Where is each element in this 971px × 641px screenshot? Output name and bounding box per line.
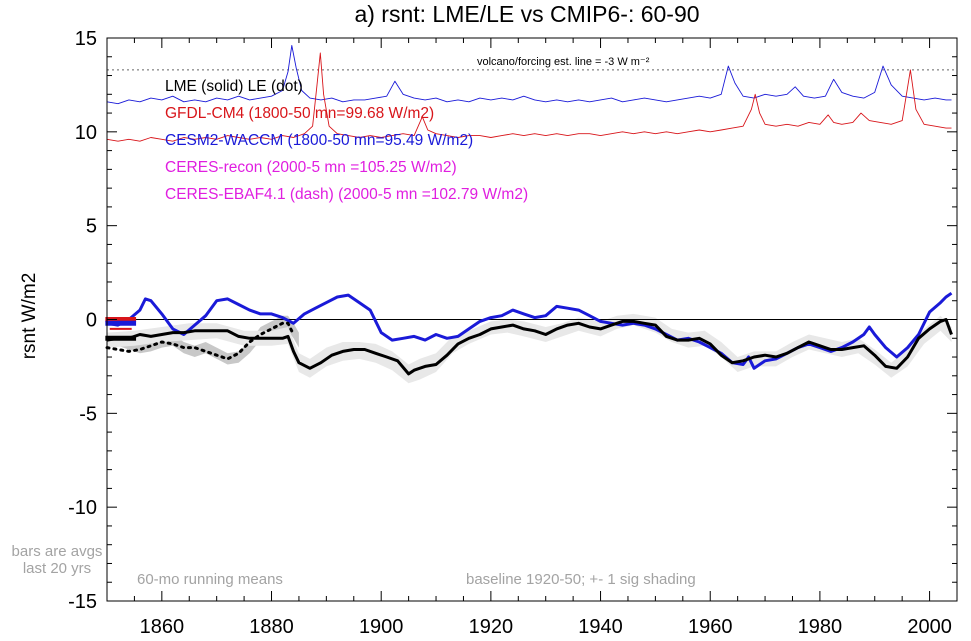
- x-tick-label: 1900: [359, 616, 404, 638]
- series-line-3: [106, 318, 953, 376]
- legend-entry: CERES-recon (2000-5 mn =105.25 W/m2): [165, 159, 457, 176]
- x-tick-label: 1980: [798, 616, 843, 638]
- x-tick-label: 1920: [469, 616, 514, 638]
- y-tick-label: 5: [86, 216, 97, 238]
- x-tick-label: 1960: [688, 616, 733, 638]
- legend: LME (solid) LE (dot) GFDL-CM4 (1800-50 mn…: [165, 78, 528, 203]
- band-1: [107, 313, 952, 384]
- y-tick-label: 15: [75, 28, 97, 50]
- x-tick-label: 1860: [140, 616, 185, 638]
- series-line-0: [106, 45, 952, 105]
- running-means-note: 60-mo running means: [137, 571, 283, 588]
- series-line-1: [106, 52, 952, 142]
- series-line-2: [106, 291, 953, 370]
- y-tick-label: -15: [68, 591, 97, 613]
- x-tick-label: 1880: [249, 616, 294, 638]
- y-tick-label: -5: [79, 403, 97, 425]
- legend-entry: LME (solid) LE (dot): [165, 78, 303, 95]
- legend-entry: CERES-EBAF4.1 (dash) (2000-5 mn =102.79 …: [165, 186, 528, 203]
- y-tick-label: 0: [86, 310, 97, 332]
- baseline-note: baseline 1920-50; +- 1 sig shading: [466, 571, 696, 588]
- chart-title: a) rsnt: LME/LE vs CMIP6-: 60-90: [354, 1, 699, 27]
- band-0: [107, 315, 299, 365]
- bars-note-line1: bars are avgs: [12, 543, 103, 560]
- x-tick-label: 1940: [578, 616, 623, 638]
- plot-area: -15 -10 -5 0 5 10 15 1860 1880 1900 1920 1940 1960 19…: [68, 28, 958, 638]
- y-axis-label: rsnt W/m2: [19, 273, 40, 360]
- bars-note-line2: last 20 yrs: [23, 560, 91, 577]
- legend-entry: CESM2-WACCM (1800-50 mn=95.49 W/m2): [165, 132, 473, 149]
- y-tick-label: -10: [68, 497, 97, 519]
- legend-entry: GFDL-CM4 (1800-50 mn=99.68 W/m2): [165, 105, 434, 122]
- volcano-annotation: volcano/forcing est. line = -3 W m⁻²: [477, 56, 650, 68]
- x-tick-label: 2000: [907, 616, 952, 638]
- y-tick-label: 10: [75, 122, 97, 144]
